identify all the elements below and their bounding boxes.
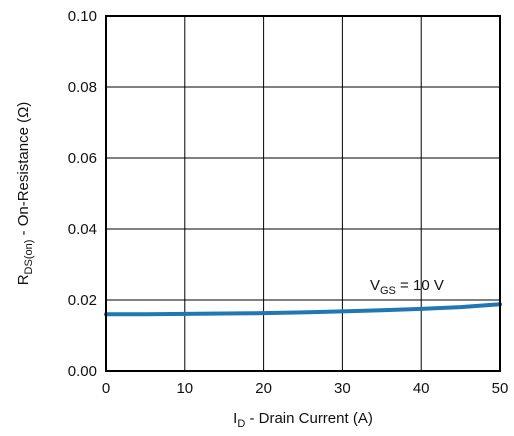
x-tick-label: 20 bbox=[255, 380, 272, 397]
y-tick-label: 0.02 bbox=[68, 292, 97, 309]
x-tick-label: 0 bbox=[102, 380, 110, 397]
y-axis-label-rest: - On-Resistance (Ω) bbox=[15, 102, 32, 240]
series-line bbox=[104, 302, 502, 317]
x-axis-label: ID - Drain Current (A) bbox=[233, 410, 373, 430]
annotation-sub: GS bbox=[380, 285, 396, 297]
x-tick-labels: 0 10 20 30 40 50 bbox=[102, 380, 509, 397]
x-tick-label: 30 bbox=[334, 380, 351, 397]
y-tick-label: 0.08 bbox=[68, 79, 97, 96]
y-axis-label-sub: DS(on) bbox=[23, 240, 35, 275]
y-tick-label: 0.10 bbox=[68, 8, 97, 25]
y-tick-label: 0.04 bbox=[68, 221, 97, 238]
y-axis-label-main: R bbox=[15, 274, 32, 285]
y-axis-label: RDS(on) - On-Resistance (Ω) bbox=[15, 102, 35, 286]
x-tick-label: 40 bbox=[413, 380, 430, 397]
y-tick-label: 0.00 bbox=[68, 363, 97, 380]
x-tick-label: 50 bbox=[492, 380, 509, 397]
y-tick-label: 0.06 bbox=[68, 150, 97, 167]
grid bbox=[106, 16, 500, 371]
x-axis-label-main: I bbox=[233, 410, 237, 427]
y-tick-labels: 0.00 0.02 0.04 0.06 0.08 0.10 bbox=[68, 8, 97, 380]
series-annotation: VGS = 10 V bbox=[370, 277, 444, 297]
x-tick-label: 10 bbox=[176, 380, 193, 397]
annotation-rest: = 10 V bbox=[396, 277, 444, 294]
annotation-main: V bbox=[370, 277, 380, 294]
x-axis-label-rest: - Drain Current (A) bbox=[245, 410, 373, 427]
plot-frame bbox=[105, 15, 501, 372]
x-axis-label-sub: D bbox=[237, 418, 245, 430]
series-layer bbox=[104, 302, 502, 317]
